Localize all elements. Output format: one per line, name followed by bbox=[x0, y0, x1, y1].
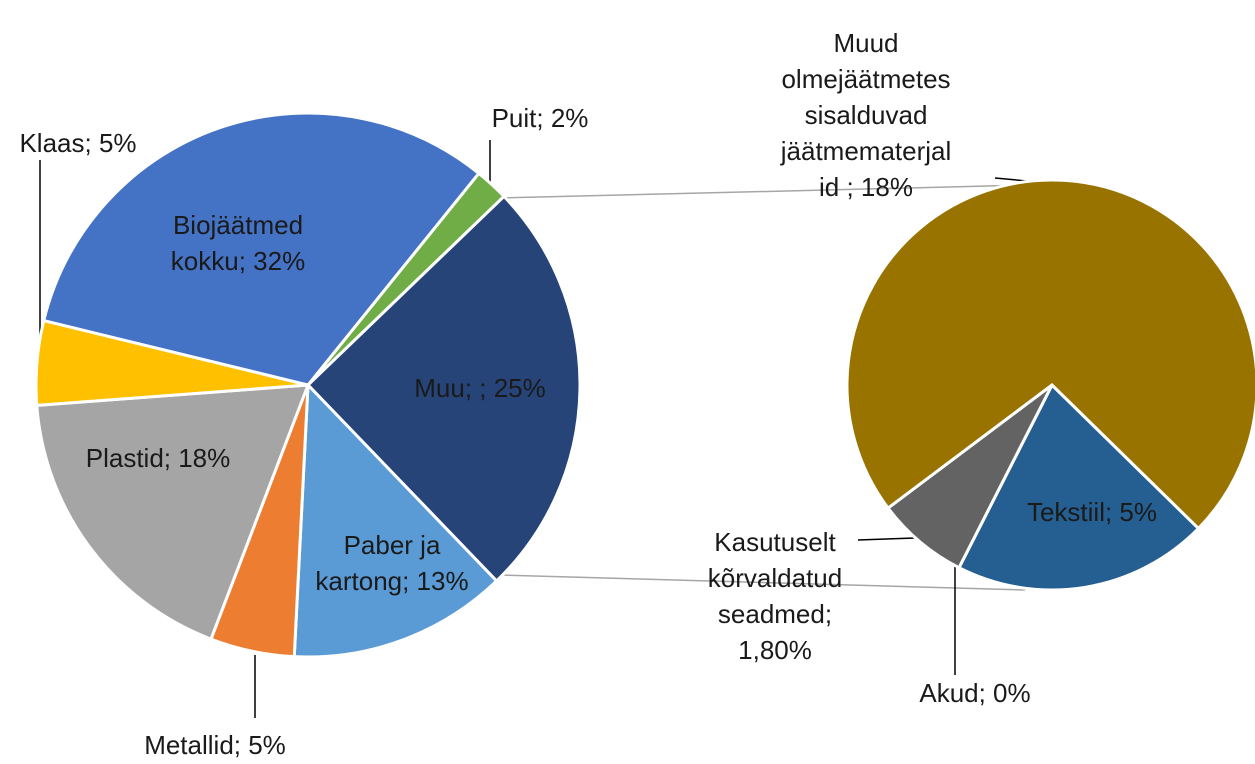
data-label: Plastid; 18% bbox=[85, 443, 231, 473]
data-label: Akud; 0% bbox=[919, 678, 1031, 708]
data-label: Muud olmejäätmetes sisalduvad jäätmemate… bbox=[780, 28, 952, 202]
pie-slice bbox=[35, 383, 311, 642]
data-label: Paber ja kartong; 13% bbox=[315, 530, 469, 596]
data-label: Klaas; 5% bbox=[19, 128, 137, 158]
data-label: Tekstiil; 5% bbox=[1026, 497, 1158, 527]
connector-line bbox=[499, 574, 1026, 591]
leader-line bbox=[857, 533, 919, 541]
pie-slice bbox=[305, 194, 582, 584]
data-label: Kasutuselt kõrvaldatud seadmed; 1,80% bbox=[707, 527, 843, 665]
data-label: Puit; 2% bbox=[491, 103, 589, 133]
pie-slice bbox=[41, 111, 481, 387]
data-label: Biojäätmed kokku; 32% bbox=[170, 210, 306, 276]
pie-slice bbox=[292, 381, 499, 659]
data-label: Metallid; 5% bbox=[144, 730, 286, 760]
pie-slice bbox=[845, 178, 1255, 531]
pie-slice bbox=[956, 382, 1201, 592]
data-label: Muu; ; 25% bbox=[414, 373, 546, 403]
connector-line bbox=[499, 183, 1071, 199]
